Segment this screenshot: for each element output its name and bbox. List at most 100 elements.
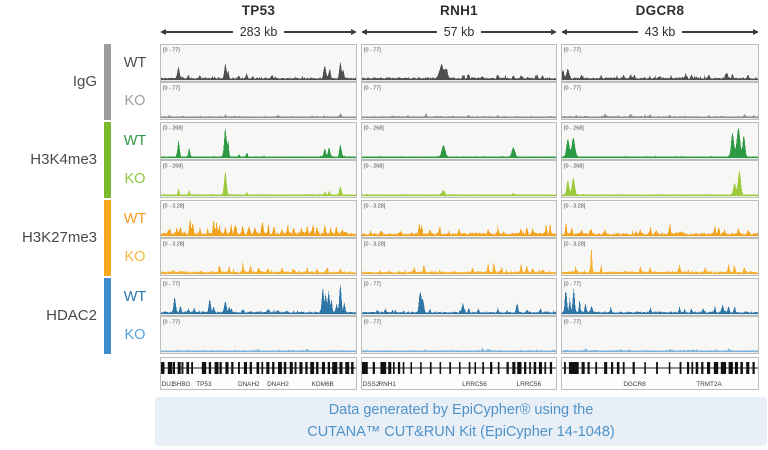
- arrow-right-icon: [351, 29, 357, 35]
- gene-exon-box: [720, 362, 727, 374]
- gene-exon-box: [497, 362, 500, 374]
- gene-exon-box: [529, 362, 531, 374]
- gene-exon-box: [332, 362, 338, 374]
- group-label-hdac2: HDAC2: [46, 307, 97, 324]
- track-range-label: [0 - 268]: [564, 164, 584, 170]
- track-range-label: [0 - 77]: [564, 48, 581, 54]
- track-range-label: [0 - 268]: [564, 126, 584, 132]
- gene-exon-box: [208, 362, 212, 374]
- track-range-label: [0 - 77]: [163, 48, 180, 54]
- gene-exon-box: [225, 362, 229, 374]
- signal-track-hdac2-wt-tp53: [0 - 77]: [160, 278, 357, 316]
- gene-name-label: SHBG: [172, 381, 190, 388]
- gene-exon-box: [310, 362, 315, 374]
- track-range-label: [0 - 3.28]: [564, 204, 586, 210]
- arrow-left-icon: [561, 29, 567, 35]
- group-color-bar-hdac2: [104, 278, 111, 354]
- gene-exon-box: [214, 362, 219, 374]
- signal-track-h3k4me3-ko-dgcr8: [0 - 268]: [561, 160, 759, 198]
- track-range-label: [0 - 3.28]: [163, 204, 185, 210]
- signal-track-h3k4me3-ko-tp53: [0 - 268]: [160, 160, 357, 198]
- locus-title: TP53: [241, 3, 276, 18]
- row-label-h3k27me3-ko: KO: [124, 249, 146, 265]
- gene-exon-box: [321, 362, 325, 374]
- gene-exon-box: [581, 362, 585, 374]
- gene-exon-box: [181, 362, 184, 374]
- gene-exon-box: [587, 362, 590, 374]
- gene-exon-box: [402, 362, 405, 374]
- track-range-label: [0 - 77]: [163, 86, 180, 92]
- signal-track-h3k27me3-ko-dgcr8: [0 - 3.28]: [561, 238, 759, 276]
- signal-track-hdac2-wt-dgcr8: [0 - 77]: [561, 278, 759, 316]
- gene-exon-box: [161, 362, 165, 374]
- signal-track-igg-wt-tp53: [0 - 77]: [160, 44, 357, 82]
- gene-exon-box: [410, 362, 412, 374]
- signal-track-h3k4me3-wt-tp53: [0 - 268]: [160, 122, 357, 160]
- gene-exon-box: [249, 362, 252, 374]
- track-range-label: [0 - 268]: [364, 126, 384, 132]
- gene-exon-box: [679, 362, 682, 374]
- track-range-label: [0 - 3.28]: [163, 242, 185, 248]
- gene-exon-box: [294, 362, 297, 374]
- gene-exon-box: [752, 362, 755, 374]
- locus-title: DGCR8: [635, 3, 685, 18]
- gene-exon-box: [449, 362, 451, 374]
- track-range-label: [0 - 77]: [364, 282, 381, 288]
- track-range-label: [0 - 77]: [564, 282, 581, 288]
- gene-exon-box: [201, 362, 207, 374]
- signal-track-igg-wt-dgcr8: [0 - 77]: [561, 44, 759, 82]
- gene-exon-box: [327, 362, 330, 374]
- track-range-label: [0 - 3.28]: [364, 204, 386, 210]
- gene-exon-box: [231, 362, 234, 374]
- span-arrow: 283 kb: [160, 25, 357, 39]
- gene-name-label: TP53: [196, 381, 212, 388]
- signal-track-h3k4me3-wt-rnh1: [0 - 268]: [361, 122, 557, 160]
- gene-exon-box: [616, 362, 620, 374]
- gene-exon-box: [177, 362, 181, 374]
- gene-name-label: KDM6B: [312, 381, 334, 388]
- group-label-h3k4me3: H3K4me3: [30, 151, 97, 168]
- signal-track-hdac2-ko-rnh1: [0 - 77]: [361, 316, 557, 354]
- signal-track-h3k27me3-wt-dgcr8: [0 - 3.28]: [561, 200, 759, 238]
- gene-exon-box: [517, 362, 522, 374]
- gene-exon-box: [459, 362, 461, 374]
- row-label-h3k27me3-wt: WT: [123, 211, 147, 227]
- gene-exon-box: [740, 362, 743, 374]
- gene-exon-box: [604, 362, 608, 374]
- arrow-left-icon: [160, 29, 166, 35]
- gene-exon-box: [632, 362, 635, 374]
- group-color-bar-h3k4me3: [104, 122, 111, 198]
- gene-exon-box: [644, 362, 646, 374]
- gene-exon-box: [380, 362, 387, 374]
- track-range-label: [0 - 77]: [163, 320, 180, 326]
- track-range-label: [0 - 77]: [364, 48, 381, 54]
- gene-exon-box: [668, 362, 671, 374]
- group-color-bar-igg: [104, 44, 111, 120]
- gene-exon-box: [439, 362, 442, 374]
- gene-exon-box: [289, 362, 293, 374]
- gene-name-label: LRRC56: [462, 381, 487, 388]
- column-header-dgcr8: DGCR8 43 kb: [561, 3, 759, 39]
- track-range-label: [0 - 77]: [163, 282, 180, 288]
- signal-track-hdac2-wt-rnh1: [0 - 77]: [361, 278, 557, 316]
- track-range-label: [0 - 3.28]: [564, 242, 586, 248]
- gene-exon-box: [191, 362, 193, 374]
- gene-exon-box: [167, 362, 173, 374]
- gene-annotation-track-dgcr8: DGCR8 TRMT2A: [561, 357, 759, 390]
- gene-exon-box: [533, 362, 537, 374]
- gene-exon-box: [172, 362, 175, 374]
- signal-track-h3k4me3-wt-dgcr8: [0 - 268]: [561, 122, 759, 160]
- group-color-bar-h3k27me3: [104, 200, 111, 276]
- gene-exon-box: [372, 362, 375, 374]
- gene-exon-box: [351, 362, 354, 374]
- track-range-label: [0 - 77]: [364, 86, 381, 92]
- gene-exon-box: [261, 362, 264, 374]
- gene-exon-box: [564, 362, 566, 374]
- gene-exon-box: [393, 362, 395, 374]
- gene-exon-box: [362, 362, 368, 374]
- arrow-right-icon: [753, 29, 759, 35]
- gene-exon-box: [339, 362, 343, 374]
- gene-annotation-track-tp53: DU1 SHBG TP53 DNAH2 DNAH2 KDM6B: [160, 357, 357, 390]
- signal-track-h3k27me3-ko-tp53: [0 - 3.28]: [160, 238, 357, 276]
